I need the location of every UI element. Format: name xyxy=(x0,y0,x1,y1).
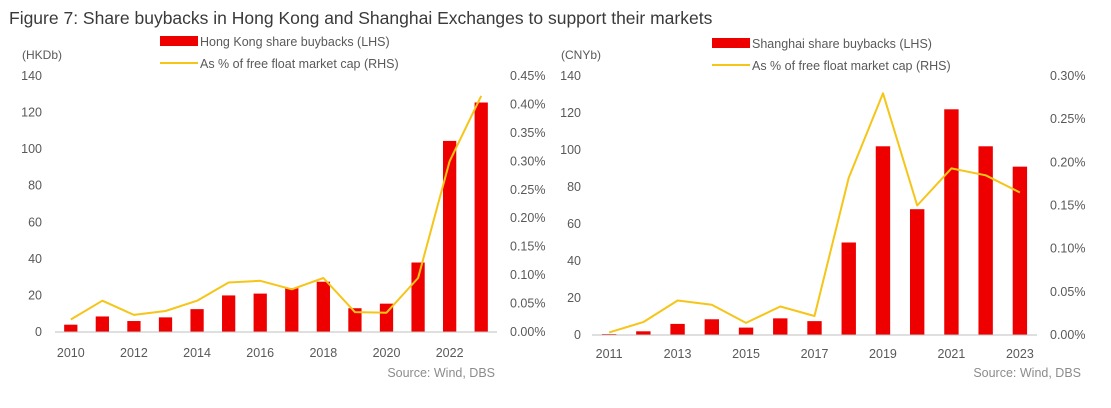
hk-legend-bar-swatch xyxy=(160,36,198,46)
hk-rhs-tick: 0.15% xyxy=(510,240,545,254)
sh-lhs-tick: 80 xyxy=(567,180,581,194)
hk-rhs-tick: 0.25% xyxy=(510,183,545,197)
sh-lhs-tick: 0 xyxy=(574,328,581,342)
hk-rhs-tick: 0.00% xyxy=(510,325,545,339)
sh-bar-2023 xyxy=(1012,166,1028,335)
sh-bar-2018 xyxy=(841,242,856,335)
sh-x-tick: 2023 xyxy=(1006,347,1034,361)
hk-bar-2021 xyxy=(411,262,425,332)
hk-lhs-tick: 120 xyxy=(21,106,42,120)
hk-lhs-tick: 0 xyxy=(35,325,42,339)
hk-line-series xyxy=(70,95,483,321)
sh-rhs-tick: 0.15% xyxy=(1050,199,1085,213)
sh-legend-line-label: As % of free float market cap (RHS) xyxy=(752,59,951,73)
hk-rhs-tick: 0.40% xyxy=(510,97,545,111)
sh-legend-bar-label: Shanghai share buybacks (LHS) xyxy=(752,37,932,51)
sh-rhs-tick: 0.10% xyxy=(1050,242,1085,256)
hk-rhs-tick: 0.20% xyxy=(510,211,545,225)
hk-rhs-tick: 0.10% xyxy=(510,268,545,282)
hk-legend-line-label: As % of free float market cap (RHS) xyxy=(200,57,399,71)
hk-bar-2020 xyxy=(379,303,394,332)
hk-lhs-tick: 60 xyxy=(28,215,42,229)
hk-lhs-unit: (HKDb) xyxy=(22,48,62,62)
hk-x-tick: 2012 xyxy=(120,346,148,360)
hk-bar-2017 xyxy=(285,288,299,332)
hk-x-tick: 2014 xyxy=(183,346,211,360)
sh-bar-2015 xyxy=(738,327,754,335)
sh-legend-bar-swatch xyxy=(712,38,750,48)
hk-bar-2011 xyxy=(95,316,109,332)
hk-bar-2019 xyxy=(348,308,362,332)
figure-title: Figure 7: Share buybacks in Hong Kong an… xyxy=(9,8,713,28)
hk-lhs-tick: 140 xyxy=(21,69,42,83)
hk-lhs-tick: 80 xyxy=(28,179,42,193)
sh-bar-2014 xyxy=(704,319,719,335)
hk-bar-2018 xyxy=(316,281,330,332)
sh-lhs-unit: (CNYb) xyxy=(561,48,601,62)
sh-rhs-tick: 0.25% xyxy=(1050,112,1085,126)
hk-x-tick: 2010 xyxy=(57,346,85,360)
sh-lhs-tick: 140 xyxy=(560,69,581,83)
sh-lhs-tick: 60 xyxy=(567,217,581,231)
hk-source: Source: Wind, DBS xyxy=(387,366,495,380)
sh-x-tick: 2015 xyxy=(732,347,760,361)
sh-lhs-tick: 40 xyxy=(567,254,581,268)
sh-lhs-tick: 120 xyxy=(560,106,581,120)
sh-x-tick: 2013 xyxy=(664,347,692,361)
hk-bar-2022 xyxy=(443,140,457,332)
sh-x-tick: 2017 xyxy=(801,347,829,361)
hk-rhs-tick: 0.05% xyxy=(510,297,545,311)
hk-x-tick: 2022 xyxy=(436,346,464,360)
hk-bar-2012 xyxy=(127,321,141,332)
hk-x-tick: 2016 xyxy=(246,346,274,360)
sh-source: Source: Wind, DBS xyxy=(973,366,1081,380)
hk-bar-2016 xyxy=(253,293,267,332)
sh-x-tick: 2019 xyxy=(869,347,897,361)
sh-lhs-tick: 20 xyxy=(567,291,581,305)
sh-lhs-tick: 100 xyxy=(560,143,581,157)
hk-legend-bar-label: Hong Kong share buybacks (LHS) xyxy=(200,35,390,49)
sh-rhs-tick: 0.00% xyxy=(1050,328,1085,342)
hk-lhs-tick: 100 xyxy=(21,142,42,156)
hk-bar-2023 xyxy=(474,102,488,332)
sh-bar-2012 xyxy=(636,331,651,335)
hk-lhs-tick: 20 xyxy=(28,288,42,302)
hk-lhs-tick: 40 xyxy=(28,252,42,266)
hk-bar-2014 xyxy=(190,309,204,332)
sh-x-tick: 2021 xyxy=(938,347,966,361)
sh-bar-2013 xyxy=(670,323,685,335)
sh-rhs-tick: 0.05% xyxy=(1050,285,1085,299)
sh-bar-2016 xyxy=(773,318,788,335)
sh-line-series xyxy=(608,92,1021,334)
hk-x-tick: 2018 xyxy=(309,346,337,360)
sh-bar-2019 xyxy=(875,146,891,335)
hk-bar-2015 xyxy=(222,295,236,332)
sh-bar-2022 xyxy=(978,146,993,335)
hk-rhs-tick: 0.45% xyxy=(510,69,545,83)
sh-rhs-tick: 0.20% xyxy=(1050,155,1085,169)
sh-rhs-tick: 0.30% xyxy=(1050,69,1085,83)
hk-rhs-tick: 0.35% xyxy=(510,126,545,140)
hk-bar-2013 xyxy=(158,317,173,332)
hk-x-tick: 2020 xyxy=(373,346,401,360)
sh-bar-2017 xyxy=(807,321,822,335)
sh-bar-2021 xyxy=(944,109,959,335)
hk-bar-2010 xyxy=(64,324,78,332)
sh-x-tick: 2011 xyxy=(596,347,623,361)
hk-rhs-tick: 0.30% xyxy=(510,154,545,168)
sh-bar-2020 xyxy=(910,209,925,335)
